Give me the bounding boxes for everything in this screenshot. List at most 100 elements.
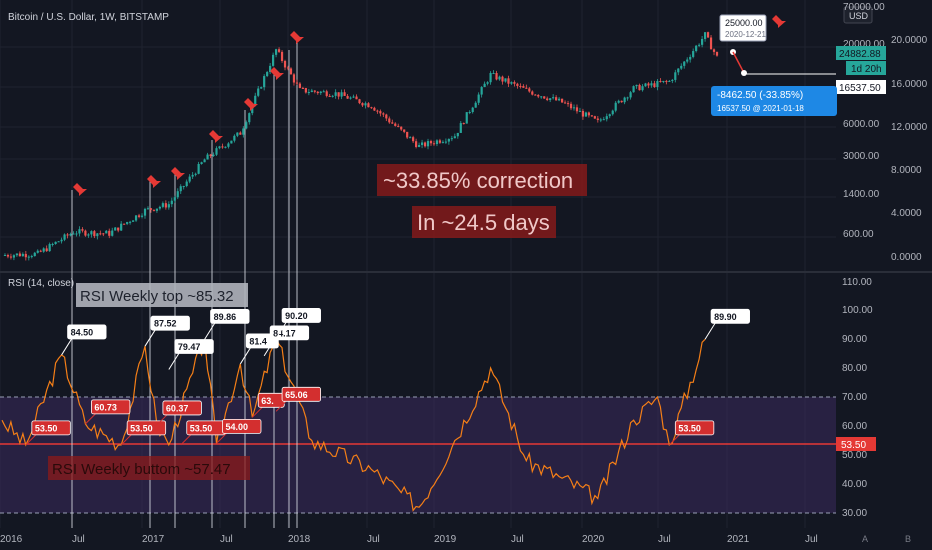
candle-body xyxy=(325,91,328,96)
rsi-callout-label: 63. xyxy=(261,396,274,406)
candle-body xyxy=(78,229,81,234)
rsi-top-text: RSI Weekly top ~85.32 xyxy=(80,288,234,305)
candle-body xyxy=(465,112,468,124)
candle-body xyxy=(263,76,266,88)
candle-body xyxy=(93,231,96,237)
candle-body xyxy=(233,135,236,141)
candle-body xyxy=(3,255,7,257)
candle-body xyxy=(540,96,543,98)
svg-text:50.00: 50.00 xyxy=(842,450,867,461)
auto-scale-button[interactable]: A xyxy=(862,534,868,544)
candle-body xyxy=(602,119,605,121)
candle-body xyxy=(513,82,516,84)
candle-body xyxy=(120,223,123,231)
level-price-text: 16537.50 xyxy=(839,83,881,94)
candle-body xyxy=(701,38,704,45)
candle-body xyxy=(608,114,611,117)
rsi-callout-box xyxy=(31,420,71,436)
arrow-icon xyxy=(147,175,161,188)
candle-body xyxy=(560,98,564,103)
measure-box[interactable] xyxy=(711,86,837,116)
rsi-bottom-banner xyxy=(48,456,250,480)
rsi-callout-pointer xyxy=(704,323,716,340)
candle-body xyxy=(552,97,555,99)
candle-body xyxy=(292,74,296,83)
svg-text:60.00: 60.00 xyxy=(842,421,867,432)
candle-body xyxy=(179,186,182,192)
candle-body xyxy=(706,32,710,38)
candle-body xyxy=(709,37,713,50)
arrow-icon xyxy=(209,130,223,143)
candle-body xyxy=(510,82,513,84)
svg-text:0.0000: 0.0000 xyxy=(891,252,922,263)
level-price-tag xyxy=(836,80,886,94)
rsi-callout-pointer xyxy=(168,353,180,370)
candle-body xyxy=(692,51,695,57)
svg-text:30.00: 30.00 xyxy=(842,508,867,519)
candle-body xyxy=(209,154,212,156)
candle-body xyxy=(66,234,69,236)
svg-text:70000.00: 70000.00 xyxy=(843,2,885,13)
candle-body xyxy=(185,181,188,187)
candle-body xyxy=(337,92,340,97)
rsi-callout-label: 60.37 xyxy=(166,403,189,413)
candle-body xyxy=(257,88,260,96)
candle-body xyxy=(662,80,665,83)
candle-body xyxy=(501,76,504,82)
rsi-callout-box xyxy=(150,315,190,331)
candle-body xyxy=(635,84,638,87)
candle-body xyxy=(346,95,349,99)
candle-body xyxy=(81,229,84,231)
rsi-title: RSI (14, close) xyxy=(8,278,74,289)
candle-body xyxy=(21,253,24,257)
candle-body xyxy=(412,137,415,142)
rsi-current-text: 53.50 xyxy=(841,440,866,451)
candle-body xyxy=(543,96,546,99)
log-scale-button[interactable]: B xyxy=(905,534,911,544)
candle-body xyxy=(24,253,27,258)
candle-body xyxy=(251,105,254,114)
rsi-callout-label: 84.50 xyxy=(71,327,94,337)
candle-body xyxy=(131,220,135,222)
candle-body xyxy=(87,234,90,236)
candle-body xyxy=(462,123,465,125)
candle-body xyxy=(504,78,507,82)
candle-body xyxy=(686,59,689,62)
rsi-callout-label: 84.17 xyxy=(273,328,296,338)
candle-body xyxy=(266,72,269,77)
candle-body xyxy=(429,141,433,144)
candle-body xyxy=(415,141,418,147)
candle-body xyxy=(546,98,549,101)
price-candles xyxy=(3,31,719,261)
candle-body xyxy=(277,49,281,52)
svg-text:1400.00: 1400.00 xyxy=(843,189,880,200)
candle-body xyxy=(245,122,248,129)
candle-body xyxy=(549,98,552,101)
currency-button[interactable] xyxy=(843,6,873,24)
top-callout[interactable] xyxy=(719,14,767,42)
currency-label: USD xyxy=(849,11,869,21)
candle-body xyxy=(15,253,18,256)
candle-body xyxy=(394,123,397,126)
rsi-callout-pointer xyxy=(275,400,287,412)
rsi-callout-label: 89.90 xyxy=(714,312,737,322)
candle-body xyxy=(280,51,284,61)
candle-body xyxy=(146,208,150,210)
candle-body xyxy=(668,80,671,82)
arrow-icon xyxy=(171,167,185,180)
candle-body xyxy=(218,146,221,149)
countdown-tag xyxy=(846,61,886,75)
svg-text:70.00: 70.00 xyxy=(842,392,867,403)
candle-body xyxy=(456,132,459,137)
candle-body xyxy=(364,103,367,106)
svg-text:2016: 2016 xyxy=(0,534,23,545)
candle-body xyxy=(367,103,370,108)
candle-body xyxy=(468,112,471,114)
candle-body xyxy=(569,103,573,109)
candle-body xyxy=(665,80,668,82)
candle-body xyxy=(161,203,164,207)
candle-body xyxy=(102,233,105,235)
measure-target: 16537.50 @ 2021-01-18 xyxy=(717,104,804,113)
svg-text:2018: 2018 xyxy=(288,534,311,545)
